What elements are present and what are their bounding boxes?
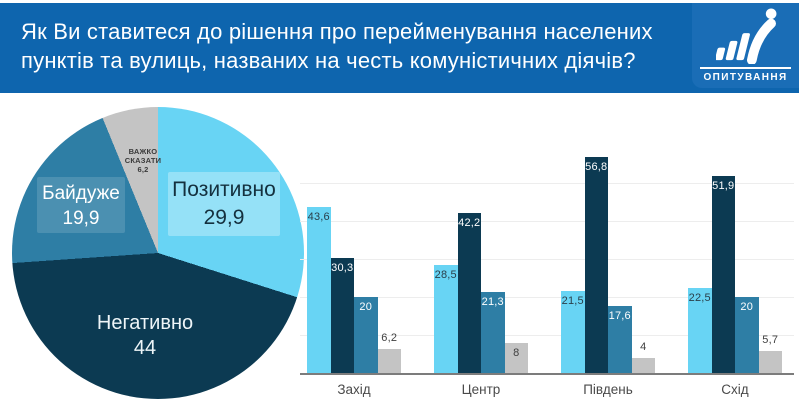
bar-Південь-Позитивно: [561, 291, 585, 373]
category-label-Схід: Схід: [721, 382, 749, 397]
category-label-Південь: Південь: [583, 382, 633, 397]
pie-label-hard-to-say-word1: Важко: [128, 147, 158, 156]
bar-Центр-Важко сказати: [504, 342, 528, 373]
page-title: Як Ви ставитеся до рішення про переймену…: [21, 17, 653, 75]
pie-label-hard-to-say: Важко сказати 6,2: [103, 147, 183, 174]
pie-label-indifferent: Байдуже 19,9: [37, 177, 125, 233]
pie-label-negative-value: 44: [133, 337, 157, 359]
bar-value-Центр-Байдуже: 21,3: [481, 296, 504, 309]
bar-value-Захід-Байдуже: 20: [359, 301, 373, 313]
gridline-10: [300, 335, 794, 336]
bar-value-Південь-Позитивно: 21,5: [561, 295, 584, 308]
bar-Схід-Байдуже: [735, 297, 759, 373]
category-label-Захід: Захід: [337, 382, 371, 397]
bar-value-Захід-Позитивно: 43,6: [307, 211, 330, 224]
pie-label-negative: Негативно 44: [83, 311, 207, 361]
category-label-Центр: Центр: [461, 382, 501, 397]
pie-label-positive-value: 29,9: [203, 206, 245, 229]
pie-label-negative-name: Негативно: [96, 312, 194, 334]
pie-label-hard-to-say-value: 6,2: [137, 165, 149, 174]
bar-value-Захід-Важко сказати: 6,2: [381, 332, 398, 345]
pie-label-hard-to-say-word2: сказати: [124, 156, 162, 165]
bar-Схід-Негативно: [711, 175, 735, 373]
rating-group-logo-icon: [716, 8, 777, 64]
x-axis-line: [300, 373, 794, 375]
bar-value-Центр-Позитивно: 28,5: [434, 268, 457, 281]
gridline-30: [300, 259, 794, 260]
bar-Південь-Важко сказати: [631, 357, 655, 373]
gridline-40: [300, 221, 794, 222]
bar-Схід-Позитивно: [688, 287, 712, 373]
bar-value-Захід-Негативно: 30,3: [331, 261, 354, 274]
bar-Центр-Позитивно: [434, 264, 458, 373]
bar-value-Схід-Важко сказати: 5,7: [762, 334, 779, 347]
bar-Захід-Негативно: [330, 257, 354, 373]
bar-Захід-Байдуже: [354, 297, 378, 373]
pie-label-indifferent-name: Байдуже: [42, 183, 120, 204]
brand-wordmark: ОПИТУВАННЯ: [703, 72, 788, 83]
bar-Південь-Негативно: [584, 157, 608, 373]
bar-value-Схід-Негативно: 51,9: [712, 179, 735, 192]
pie-label-positive: Позитивно 29,9: [168, 172, 280, 236]
bar-Південь-Байдуже: [608, 306, 632, 373]
bar-value-Центр-Важко сказати: 8: [513, 346, 520, 359]
pie-label-positive-name: Позитивно: [172, 178, 276, 201]
bar-value-Центр-Негативно: 42,2: [458, 216, 481, 229]
gridline-20: [300, 297, 794, 298]
header-banner: Як Ви ставитеся до рішення про переймену…: [0, 3, 799, 93]
pie-label-indifferent-value: 19,9: [62, 208, 100, 229]
bar-chart: 43,6 30,3 20 6,2 Захід 28,5 42,2 21,3 8 Центр 21,5…: [300, 95, 799, 408]
bar-value-Південь-Негативно: 56,8: [585, 161, 608, 174]
bar-Захід-Позитивно: [307, 207, 331, 373]
bar-value-Південь-Важко сказати: 4: [640, 340, 647, 353]
pie-chart: [12, 107, 304, 399]
question-title-line1: Як Ви ставитеся до рішення про переймену…: [21, 19, 653, 44]
bar-value-Південь-Байдуже: 17,6: [608, 310, 631, 323]
logo-divider: [700, 67, 791, 69]
bar-Захід-Важко сказати: [377, 349, 401, 373]
bar-Центр-Негативно: [457, 212, 481, 373]
gridline-50: [300, 183, 794, 184]
bar-Схід-Важко сказати: [758, 351, 782, 373]
bar-value-Схід-Байдуже: 20: [740, 301, 754, 313]
brand-logo-panel: ОПИТУВАННЯ: [692, 3, 799, 88]
bar-Центр-Байдуже: [481, 292, 505, 373]
question-title-line2: пунктів та вулиць, названих на честь ком…: [21, 48, 636, 73]
bar-value-Схід-Позитивно: 22,5: [688, 291, 711, 304]
